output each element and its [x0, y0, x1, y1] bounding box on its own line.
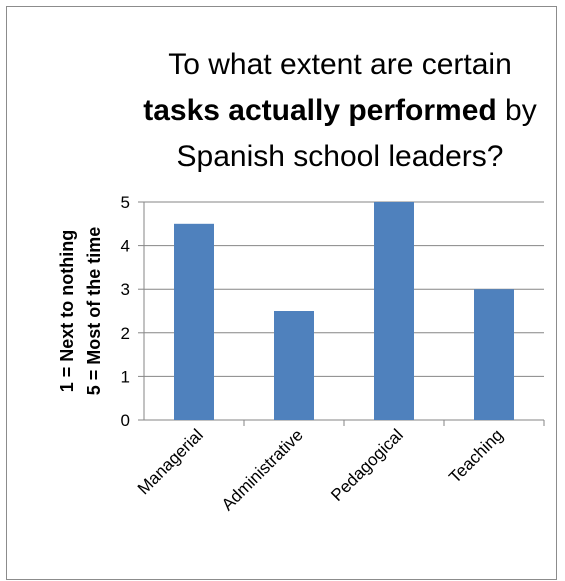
y-axis-label-line-1: 1 = Next to nothing — [57, 230, 77, 393]
bar-administrative — [274, 311, 314, 420]
chart-title-line-3: Spanish school leaders? — [177, 140, 504, 173]
bar-teaching — [474, 289, 514, 420]
x-category-label: Managerial — [134, 425, 207, 498]
x-category-label: Pedagogical — [327, 425, 407, 505]
y-tick-label: 4 — [121, 237, 130, 256]
bar-pedagogical — [374, 202, 414, 420]
bar-managerial — [174, 223, 214, 420]
chart-title-line-2: tasks actually performed by — [143, 94, 537, 127]
x-category-label: Teaching — [445, 425, 507, 487]
chart-title-segment: Spanish school leaders? — [177, 140, 504, 173]
y-tick-label: 0 — [121, 411, 130, 430]
y-tick-label: 1 — [121, 367, 130, 386]
chart-title-segment: by — [497, 94, 537, 127]
x-category-label: Administrative — [218, 425, 307, 514]
chart-frame — [6, 6, 557, 580]
y-tick-label: 2 — [121, 324, 130, 343]
y-axis-label-line-2: 5 = Most of the time — [84, 227, 104, 396]
y-tick-label: 5 — [121, 193, 130, 212]
chart-title-segment: tasks actually performed — [143, 94, 496, 127]
chart-title-segment: To what extent are certain — [168, 48, 512, 81]
chart-title-line-1: To what extent are certain — [168, 48, 512, 81]
y-tick-label: 3 — [121, 280, 130, 299]
